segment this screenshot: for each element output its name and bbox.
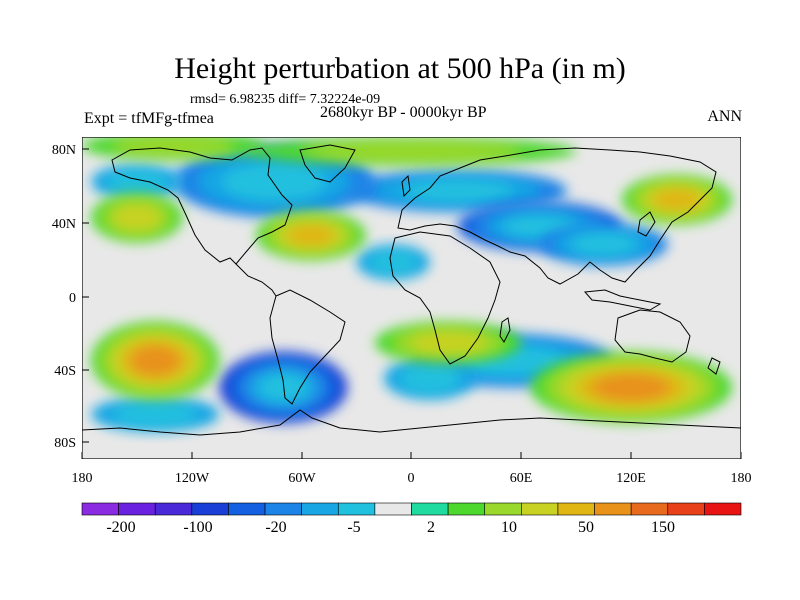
contour-shell bbox=[592, 373, 670, 402]
colorbar-label: 2 bbox=[427, 519, 435, 536]
eurasia-coast bbox=[397, 147, 717, 285]
lat-label: 40N bbox=[52, 217, 76, 232]
uk-coast bbox=[401, 174, 411, 198]
anomaly-blob bbox=[457, 201, 623, 252]
anomaly-blob bbox=[91, 192, 183, 243]
south-america-coast bbox=[269, 289, 346, 405]
anomaly-blob bbox=[82, 137, 266, 161]
lon-label: 60W bbox=[288, 471, 316, 486]
contour-shell bbox=[113, 204, 161, 231]
colorbar-cell bbox=[484, 502, 522, 516]
contour-shell bbox=[106, 169, 168, 194]
north-america-coast bbox=[111, 147, 293, 265]
season-label: ANN bbox=[707, 108, 742, 125]
madagascar-coast bbox=[499, 317, 511, 343]
colorbar-label: 10 bbox=[501, 519, 517, 536]
period-label: 2680kyr BP - 0000kyr BP bbox=[320, 104, 487, 121]
colorbar-cell bbox=[191, 502, 229, 516]
lat-label: 80N bbox=[52, 143, 76, 158]
colorbar-label: -100 bbox=[183, 519, 212, 536]
colorbar-cell bbox=[594, 502, 632, 516]
colorbar-cell bbox=[337, 502, 376, 516]
anomaly-blob bbox=[539, 222, 668, 266]
colorbar-cell bbox=[374, 502, 412, 516]
contour-shell bbox=[410, 331, 486, 354]
new-zealand-coast bbox=[707, 357, 721, 375]
lon-label: 180 bbox=[72, 471, 93, 486]
lon-label: 180 bbox=[731, 471, 752, 486]
colorbar-cell bbox=[521, 502, 559, 516]
colorbar-cell bbox=[630, 502, 669, 516]
anomaly-blob bbox=[173, 145, 375, 218]
japan-coast bbox=[637, 211, 656, 237]
contour-shell bbox=[653, 188, 701, 211]
contour-shell bbox=[400, 179, 514, 202]
anomaly-blob bbox=[255, 210, 366, 261]
anomaly-blob bbox=[374, 321, 522, 365]
contour-shell bbox=[113, 137, 234, 156]
lon-label: 0 bbox=[408, 471, 415, 486]
longitude-labels: 180 120W 60W 0 60E 120E 180 bbox=[72, 471, 752, 486]
anomaly-blob bbox=[347, 169, 568, 213]
anomaly-blob bbox=[91, 321, 220, 400]
lat-label: 0 bbox=[69, 291, 76, 306]
central-america-coast bbox=[235, 263, 277, 297]
colorbar-cell bbox=[154, 502, 193, 516]
colorbar-cell bbox=[667, 502, 705, 516]
anomaly-blob bbox=[384, 357, 476, 400]
axis-ticks bbox=[81, 148, 742, 459]
plot-area bbox=[82, 137, 741, 459]
colorbar-cell bbox=[411, 502, 449, 516]
colorbar-cell bbox=[557, 502, 595, 516]
lon-label: 120W bbox=[175, 471, 210, 486]
anomaly-blob bbox=[622, 174, 732, 225]
colorbar-label: 50 bbox=[578, 519, 594, 536]
colorbar-labels: -200 -100 -20 -5 2 10 50 150 bbox=[106, 519, 675, 536]
antarctica-coast bbox=[82, 409, 741, 436]
anomaly-blob bbox=[91, 163, 183, 200]
anomaly-blob bbox=[356, 244, 430, 281]
contour-shell bbox=[130, 345, 180, 376]
africa-coast bbox=[389, 231, 501, 365]
rmsd-label: rmsd= 6.98235 diff= 7.32224e-09 bbox=[190, 92, 381, 107]
lat-label: 40S bbox=[54, 364, 76, 379]
contour-shell bbox=[112, 402, 198, 427]
colorbar-cell bbox=[264, 502, 302, 516]
colorbar-label: -5 bbox=[347, 519, 360, 536]
colorbar-label: -200 bbox=[106, 519, 135, 536]
colorbar-cell bbox=[81, 502, 119, 516]
indonesia-coast bbox=[583, 289, 662, 311]
coastlines bbox=[82, 144, 741, 436]
contour-shell bbox=[570, 233, 637, 256]
colorbar-cell bbox=[704, 502, 742, 516]
map-title: Height perturbation at 500 hPa (in m) bbox=[174, 52, 626, 85]
contour-shell bbox=[302, 141, 521, 161]
contour-shell bbox=[369, 250, 418, 275]
colorbar-cell bbox=[228, 502, 266, 516]
lon-label: 60E bbox=[510, 471, 533, 486]
contour-shell bbox=[222, 163, 326, 201]
australia-coast bbox=[614, 309, 691, 363]
anomaly-blob bbox=[246, 137, 577, 166]
lat-label: 80S bbox=[54, 436, 76, 451]
anomaly-blob bbox=[530, 351, 732, 424]
colorbar-cell bbox=[447, 502, 486, 516]
colorbar-label: 150 bbox=[651, 519, 675, 536]
contour-shell bbox=[399, 364, 461, 393]
colorbar bbox=[81, 502, 742, 516]
colorbar-label: -20 bbox=[265, 519, 286, 536]
colorbar-cell bbox=[301, 502, 339, 516]
anomaly-blob bbox=[91, 396, 220, 433]
lon-label: 120E bbox=[616, 471, 646, 486]
latitude-labels: 80N 40N 0 40S 80S bbox=[52, 143, 76, 451]
anomaly-layer bbox=[82, 137, 732, 433]
colorbar-cell bbox=[118, 502, 156, 516]
experiment-label: Expt = tfMFg-tfmea bbox=[84, 110, 214, 127]
contour-shell bbox=[287, 224, 335, 247]
greenland-coast bbox=[299, 144, 356, 183]
